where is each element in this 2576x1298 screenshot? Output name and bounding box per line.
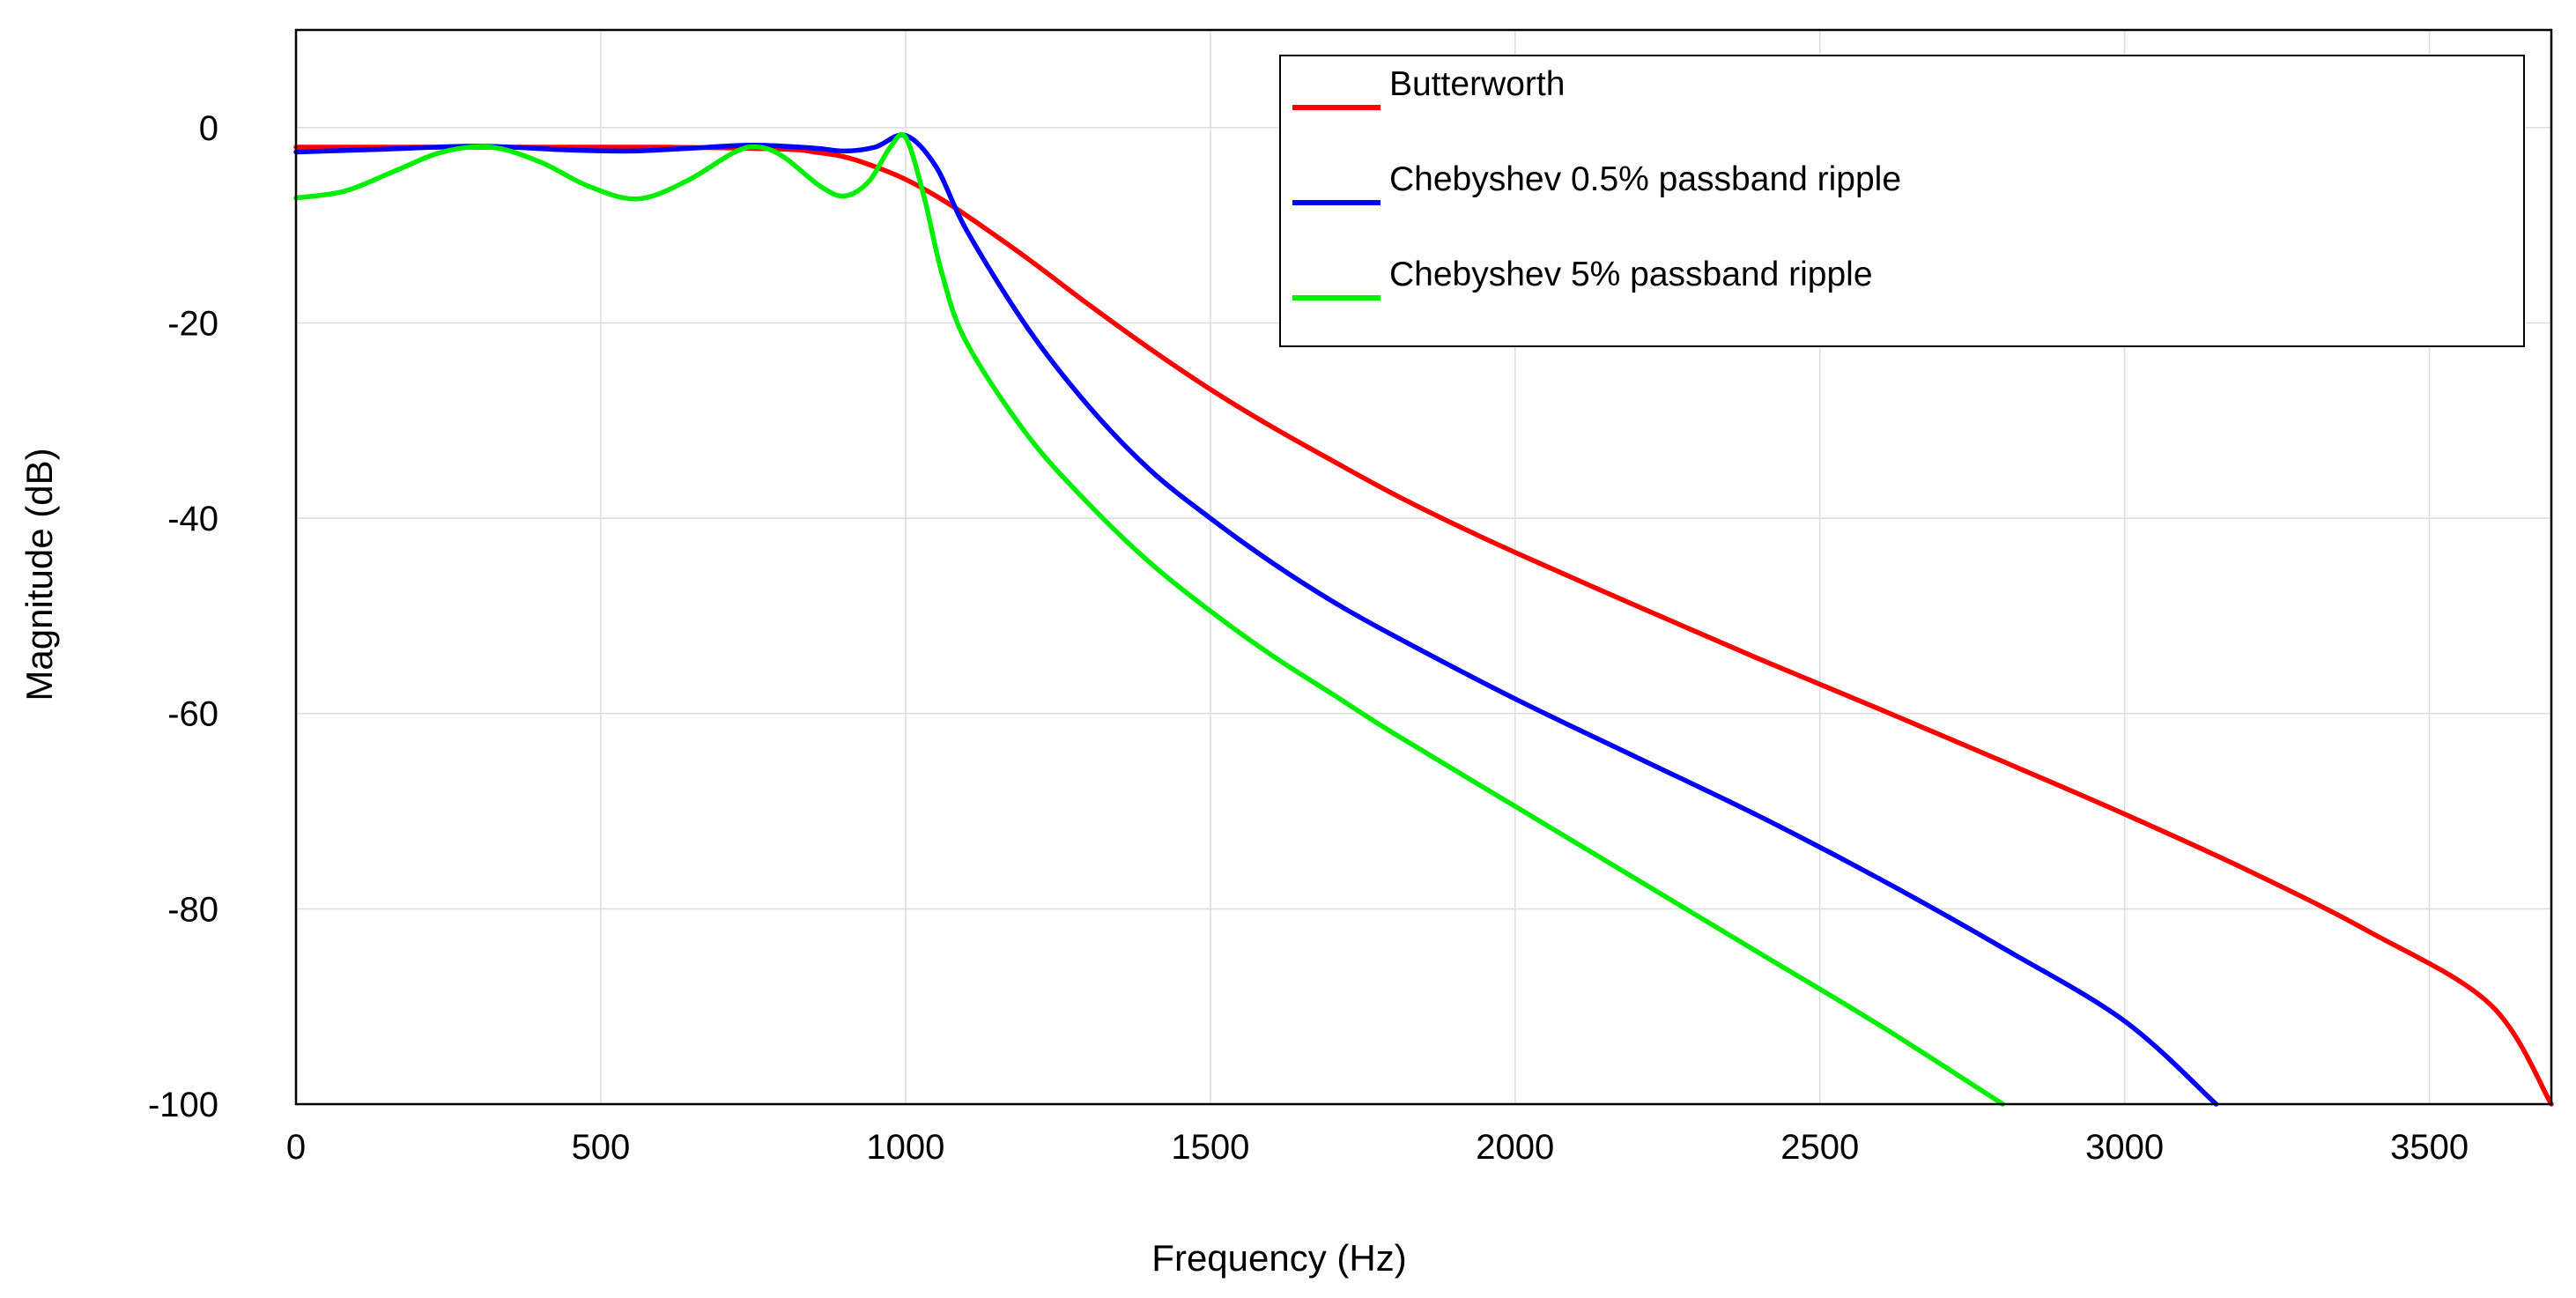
y-tick-label: 0 <box>199 109 218 148</box>
legend-items: Butterworth Chebyshev 0.5% passband rippl… <box>1292 65 1901 300</box>
legend-label-chebyshev-5-passband-ripple: Chebyshev 5% passband ripple <box>1389 256 1873 293</box>
x-tick-label: 500 <box>572 1128 631 1167</box>
legend: Butterworth Chebyshev 0.5% passband rippl… <box>1279 55 2525 347</box>
series-line-butterworth <box>293 145 2554 1107</box>
y-tick-label: -40 <box>167 500 218 538</box>
y-tick-label: -100 <box>148 1086 218 1124</box>
y-axis-label: Magnitude (dB) <box>19 448 60 701</box>
x-tick-label: 2500 <box>1780 1128 1859 1167</box>
series-lines <box>293 131 2554 1107</box>
legend-label-chebyshev-0-5-passband-ripple: Chebyshev 0.5% passband ripple <box>1389 160 1901 198</box>
x-tick-label: 3500 <box>2390 1128 2469 1167</box>
x-axis-label: Frequency (Hz) <box>1151 1237 1406 1279</box>
y-axis-ticks: -100 -80 -60 -40 -20 0 <box>148 109 218 1124</box>
y-tick-label: -20 <box>167 304 218 343</box>
series-line-chebyshev-5-passband-ripple <box>293 131 2006 1107</box>
x-axis-ticks: 0 500 1000 1500 2000 2500 3000 3500 <box>286 1128 2469 1167</box>
x-tick-label: 0 <box>286 1128 306 1167</box>
x-tick-label: 1500 <box>1171 1128 1249 1167</box>
x-tick-label: 2000 <box>1476 1128 1554 1167</box>
legend-box <box>1279 55 2525 347</box>
plot-frame <box>294 28 2553 1106</box>
x-tick-label: 3000 <box>2085 1128 2164 1167</box>
legend-label-butterworth: Butterworth <box>1389 65 1565 103</box>
x-tick-label: 1000 <box>866 1128 944 1167</box>
y-tick-label: -80 <box>167 890 218 929</box>
series-line-chebyshev-0-5-passband-ripple <box>293 132 2219 1107</box>
y-tick-label: -60 <box>167 695 218 734</box>
